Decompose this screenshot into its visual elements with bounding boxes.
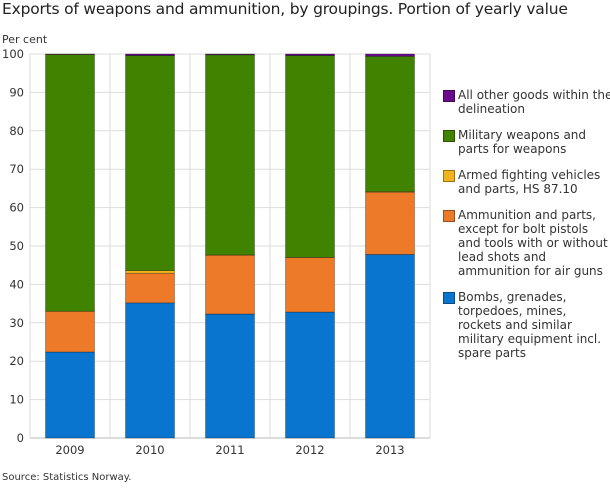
x-tick-label: 2010 (135, 443, 164, 457)
legend-swatch (443, 130, 455, 142)
legend-label: Ammunition and parts, except for bolt pi… (458, 208, 608, 278)
bar-segment (125, 55, 175, 271)
x-tick-label: 2012 (295, 443, 324, 457)
bar-segment (285, 257, 335, 313)
bar-segment (45, 53, 95, 312)
legend-item: Ammunition and parts, except for bolt pi… (443, 208, 610, 278)
source-note: Source: Statistics Norway. (2, 472, 132, 483)
bar-segment (365, 55, 415, 192)
bar-segment (365, 53, 415, 57)
legend-label: Armed fighting vehicles and parts, HS 87… (458, 168, 601, 196)
legend: All other goods within the delineation Mi… (443, 88, 610, 372)
bar-segment (205, 254, 255, 315)
bar-segment (205, 54, 255, 256)
legend-item: All other goods within the delineation (443, 88, 610, 116)
bar-segment (285, 53, 335, 56)
y-tick-label: 0 (17, 431, 24, 445)
bar-segment (205, 313, 255, 439)
y-tick-label: 90 (9, 85, 24, 99)
legend-swatch (443, 210, 455, 222)
y-tick-label: 50 (9, 239, 24, 253)
legend-label: Military weapons and parts for weapons (458, 128, 587, 156)
bar-segment (125, 272, 175, 304)
bar-segment (45, 310, 95, 353)
y-tick-label: 100 (2, 47, 24, 61)
y-axis-label: Per cent (2, 33, 48, 46)
bar-segment (365, 254, 415, 439)
legend-label: All other goods within the delineation (458, 88, 610, 116)
legend-item: Armed fighting vehicles and parts, HS 87… (443, 168, 610, 196)
legend-item: Bombs, grenades, torpedoes, mines, rocke… (443, 290, 610, 360)
chart-title: Exports of weapons and ammunition, by gr… (2, 0, 568, 18)
legend-item: Military weapons and parts for weapons (443, 128, 610, 156)
y-tick-label: 40 (9, 277, 24, 291)
bar-segment (125, 302, 175, 439)
legend-label: Bombs, grenades, torpedoes, mines, rocke… (458, 290, 602, 360)
bar-segment (45, 351, 95, 439)
y-tick-label: 80 (9, 124, 24, 138)
legend-swatch (443, 90, 455, 102)
bar-segment (125, 270, 175, 274)
bar-segment (125, 53, 175, 56)
x-tick-label: 2011 (215, 443, 244, 457)
x-tick-label: 2013 (375, 443, 404, 457)
bar-segment (365, 191, 415, 255)
bar-segment (285, 55, 335, 258)
y-tick-label: 70 (9, 162, 24, 176)
x-tick-label: 2009 (55, 443, 84, 457)
legend-swatch (443, 170, 455, 182)
y-tick-label: 20 (9, 354, 24, 368)
bar-segment (205, 53, 255, 56)
legend-swatch (443, 292, 455, 304)
y-tick-label: 10 (9, 393, 24, 407)
bar-segment (285, 311, 335, 439)
y-tick-label: 30 (9, 316, 24, 330)
y-tick-label: 60 (9, 201, 24, 215)
